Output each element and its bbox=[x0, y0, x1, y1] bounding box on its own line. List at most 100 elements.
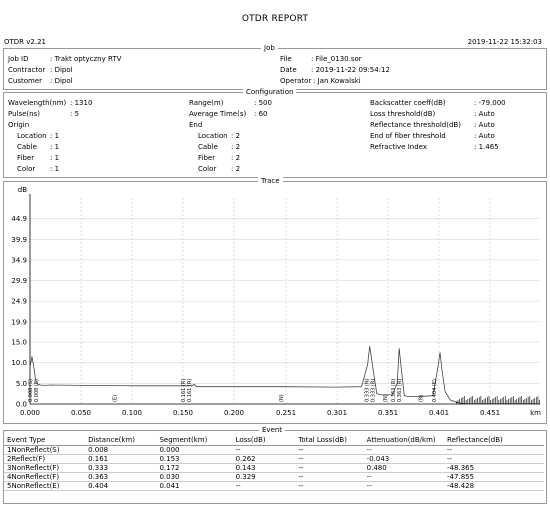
event-cell: -48.365 bbox=[444, 463, 544, 473]
event-col-header: Total Loss(dB) bbox=[295, 435, 364, 446]
report-title: OTDR REPORT bbox=[241, 14, 309, 24]
pulse-label: Pulse(ns) bbox=[8, 110, 40, 118]
date-value: : 2019-11-22 09:54:12 bbox=[311, 66, 390, 74]
origin-location-label: Location bbox=[17, 132, 47, 140]
event-table: Event Type Distance(km) Segment(km) Loss(dB… bbox=[4, 435, 544, 491]
event-col-header: Loss(dB) bbox=[232, 435, 296, 446]
event-cell: -- bbox=[444, 445, 544, 455]
event-marker-label: 0.161 (R) bbox=[187, 379, 193, 402]
job-id-value: : Trakt optyczny RTV bbox=[50, 55, 122, 63]
contractor-label: Contractor bbox=[8, 66, 46, 74]
end-cable-label: Cable bbox=[198, 143, 218, 151]
x-tick-label: 0.150 bbox=[173, 409, 193, 417]
end-of-fiber-threshold-label: End of fiber threshold bbox=[370, 132, 446, 140]
y-tick-label: 10.0 bbox=[11, 359, 27, 367]
event-col-header: Attenuation(dB/km) bbox=[363, 435, 445, 446]
end-label: End bbox=[189, 121, 203, 129]
trace-section-label: Trace bbox=[258, 177, 283, 185]
event-cell: 4NonReflect(F) bbox=[4, 472, 86, 482]
operator-label: Operator bbox=[280, 77, 312, 85]
event-cell: -- bbox=[363, 481, 445, 491]
trace-line bbox=[29, 346, 540, 405]
backscatter-value: : -79.000 bbox=[474, 99, 506, 107]
event-marker-label: 0.008 (S) bbox=[28, 379, 34, 402]
y-tick-label: 19.9 bbox=[11, 318, 27, 326]
event-cell: 0.172 bbox=[156, 463, 233, 473]
event-marker-label: (N) bbox=[279, 394, 285, 402]
avg-time-label: Average Time(s) bbox=[189, 110, 247, 118]
event-cell: 5NonReflect(E) bbox=[4, 481, 86, 491]
event-row: 5NonReflect(E) 0.404 0.041 -- -- -- -48.428 bbox=[4, 481, 544, 491]
event-cell: 0.008 bbox=[85, 445, 157, 455]
end-cable-value: : 2 bbox=[231, 143, 241, 151]
event-cell: 0.329 bbox=[232, 472, 296, 482]
event-cell: 2Reflect(F) bbox=[4, 454, 86, 464]
origin-color-label: Color bbox=[17, 165, 36, 173]
event-section-label: Event bbox=[259, 426, 286, 434]
configuration-section-label: Configuration bbox=[243, 88, 297, 96]
job-section-label: Job bbox=[261, 44, 278, 52]
event-marker-label: 0.333 (N) bbox=[365, 378, 371, 402]
event-marker-label: (R) bbox=[419, 395, 425, 402]
event-cell: -47.855 bbox=[444, 472, 544, 482]
range-value: : 500 bbox=[254, 99, 272, 107]
origin-fiber-label: Fiber bbox=[17, 154, 35, 162]
event-cell: -- bbox=[295, 463, 364, 473]
y-axis-label: dB bbox=[18, 186, 27, 194]
event-row: 4NonReflect(F) 0.363 0.030 0.329 -- -- -47.855 bbox=[4, 472, 544, 482]
end-color-value: : 2 bbox=[231, 165, 241, 173]
event-cell: -- bbox=[295, 445, 364, 455]
event-cell: -- bbox=[363, 445, 445, 455]
y-tick-label: 15.0 bbox=[11, 339, 27, 347]
event-col-header: Reflectance(dB) bbox=[444, 435, 544, 446]
event-cell: -- bbox=[444, 454, 544, 464]
y-tick-label: 0.0 bbox=[16, 401, 27, 409]
x-tick-label: 0.351 bbox=[378, 409, 398, 417]
refractive-index-label: Refractive Index bbox=[370, 143, 427, 151]
wavelength-label: Wavelength(nm) bbox=[8, 99, 67, 107]
end-location-label: Location bbox=[198, 132, 228, 140]
avg-time-value: : 60 bbox=[254, 110, 268, 118]
event-row: 1NonReflect(S) 0.008 0.000 -- -- -- -- bbox=[4, 445, 544, 455]
customer-value: : Dipol bbox=[50, 77, 73, 85]
chart-grid bbox=[30, 198, 540, 404]
x-axis-label: km bbox=[530, 409, 541, 417]
event-row: 3NonReflect(F) 0.333 0.172 0.143 -- 0.480 -48.… bbox=[4, 463, 544, 473]
event-cell: -- bbox=[232, 445, 296, 455]
event-marker-label: 0.363 (R) bbox=[397, 379, 403, 402]
event-marker-label: (N) bbox=[383, 394, 389, 402]
y-tick-label: 24.9 bbox=[11, 298, 27, 306]
event-marker-label: 0.008 (S) bbox=[34, 379, 40, 402]
event-cell: 0.363 bbox=[85, 472, 157, 482]
x-tick-label: 0.301 bbox=[327, 409, 347, 417]
event-cell: 0.161 bbox=[85, 454, 157, 464]
event-table-header: Event Type Distance(km) Segment(km) Loss(dB… bbox=[4, 435, 544, 446]
event-section: Event Type Distance(km) Segment(km) Loss(dB… bbox=[3, 430, 547, 504]
event-cell: 0.030 bbox=[156, 472, 233, 482]
event-cell: 0.153 bbox=[156, 454, 233, 464]
software-version: OTDR v2.21 bbox=[4, 38, 46, 46]
job-id-label: Job ID bbox=[8, 55, 29, 63]
event-cell: -0.043 bbox=[363, 454, 445, 464]
y-tick-label: 34.9 bbox=[11, 256, 27, 264]
x-tick-label: 0.000 bbox=[20, 409, 40, 417]
loss-threshold-label: Loss threshold(dB) bbox=[370, 110, 436, 118]
event-col-header: Event Type bbox=[4, 435, 86, 446]
event-cell: -48.428 bbox=[444, 481, 544, 491]
event-col-header: Distance(km) bbox=[85, 435, 157, 446]
event-cell: 3NonReflect(F) bbox=[4, 463, 86, 473]
reflectance-threshold-value: : Auto bbox=[474, 121, 495, 129]
chart-axes bbox=[29, 194, 540, 405]
contractor-value: : Dipol bbox=[50, 66, 73, 74]
event-cell: 0.143 bbox=[232, 463, 296, 473]
event-cell: 0.333 bbox=[85, 463, 157, 473]
y-tick-label: 29.9 bbox=[11, 277, 27, 285]
event-row: 2Reflect(F) 0.161 0.153 0.262 -- -0.043 -- bbox=[4, 454, 544, 464]
event-cell: -- bbox=[232, 481, 296, 491]
end-fiber-value: : 2 bbox=[231, 154, 241, 162]
event-marker-label: 0.404 (E) bbox=[432, 379, 438, 402]
operator-value: : Jan Kowalski bbox=[313, 77, 361, 85]
end-location-value: : 2 bbox=[231, 132, 241, 140]
origin-cable-value: : 1 bbox=[50, 143, 60, 151]
backscatter-label: Backscatter coeff(dB) bbox=[370, 99, 446, 107]
